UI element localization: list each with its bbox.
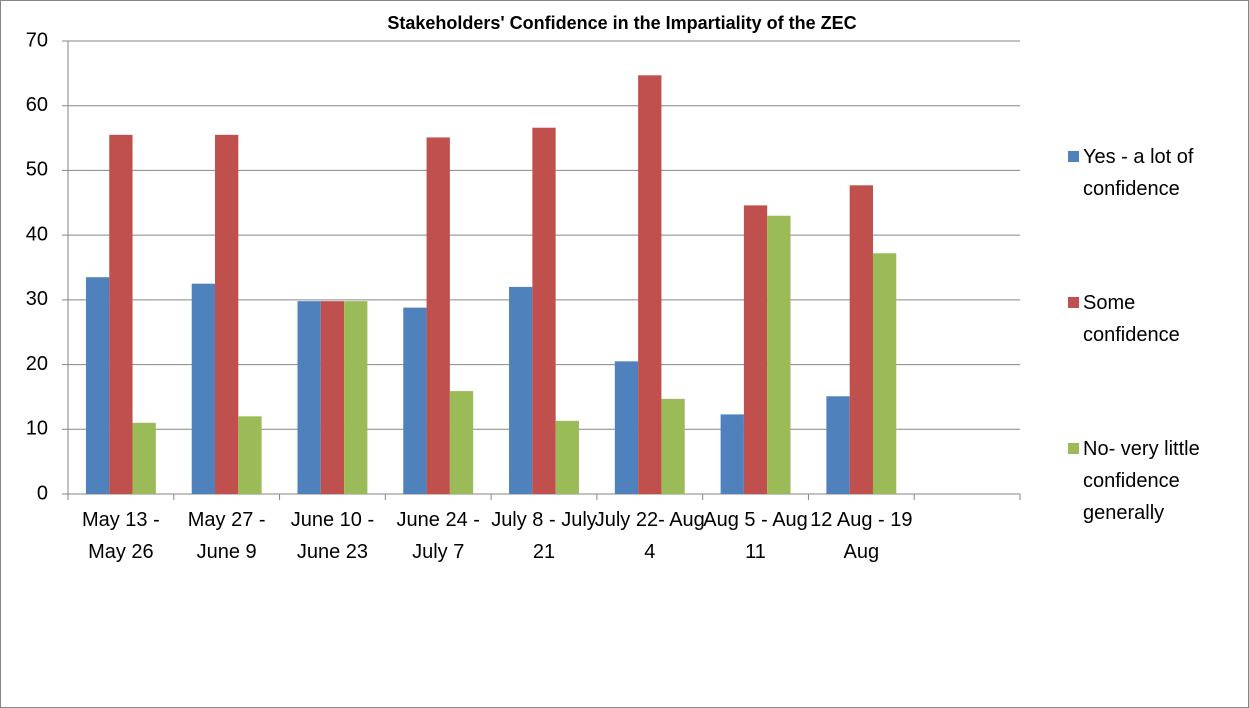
bar (191, 283, 216, 494)
x-tick-label: 12 Aug - 19 Aug (810, 509, 913, 563)
y-tick-label: 40 (26, 223, 48, 245)
bar (614, 361, 639, 494)
x-tick-label: June 10 - June 23 (290, 509, 375, 563)
legend-label: Some confidence (1083, 292, 1180, 346)
bar (826, 396, 850, 494)
x-tick-label: July 22- Aug 4 (594, 509, 705, 563)
legend: Yes - a lot of confidence Some confidence… (1068, 100, 1238, 570)
bar (320, 301, 345, 494)
legend-label: Yes - a lot of confidence (1083, 146, 1194, 200)
bar (532, 127, 556, 495)
bar (555, 420, 579, 494)
x-tick-label: Aug 5 - Aug 11 (703, 509, 808, 563)
bar (449, 391, 474, 494)
y-tick-label: 20 (26, 353, 48, 375)
bar (297, 301, 321, 494)
bar (85, 277, 110, 494)
legend-swatch (1068, 297, 1079, 308)
legend-swatch (1068, 443, 1079, 454)
bar (426, 137, 450, 494)
bar (767, 215, 791, 494)
x-tick-label: May 13 - May 26 (81, 509, 160, 563)
bar (872, 253, 897, 494)
bar (720, 414, 744, 494)
y-tick-label: 0 (37, 482, 48, 504)
legend-swatch (1068, 151, 1079, 162)
x-tick-label: July 8 - July 21 (491, 509, 597, 563)
bar (132, 422, 156, 494)
bar (403, 307, 427, 494)
y-tick-label: 10 (26, 418, 48, 440)
y-tick-label: 50 (26, 159, 48, 181)
bar (638, 75, 662, 494)
bar (344, 301, 368, 494)
chart-title: Stakeholders' Confidence in the Impartia… (387, 13, 856, 33)
legend-item: Some confidence (1068, 287, 1238, 351)
x-tick-label: May 27 - June 9 (187, 509, 266, 563)
bar (109, 134, 133, 495)
y-tick-label: 30 (26, 288, 48, 310)
bar (661, 398, 685, 494)
bar (238, 416, 262, 494)
x-tick-label: June 24 - July 7 (396, 509, 480, 563)
legend-item: No- very little confidence generally (1068, 433, 1238, 529)
bar (509, 286, 533, 494)
bar (849, 185, 873, 494)
bar (215, 134, 239, 495)
legend-item: Yes - a lot of confidence (1068, 141, 1238, 205)
y-tick-label: 70 (26, 29, 48, 51)
y-tick-label: 60 (26, 94, 48, 116)
legend-label: No- very little confidence generally (1083, 438, 1200, 524)
bar (743, 205, 768, 495)
